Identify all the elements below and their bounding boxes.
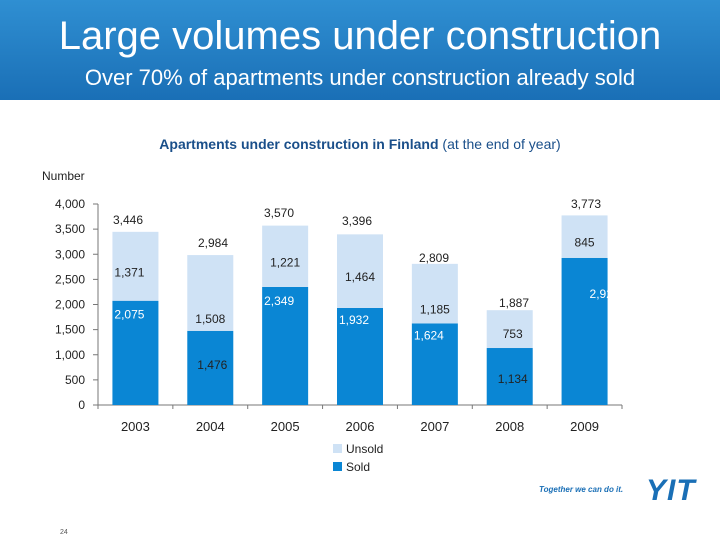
bar-sold-label: 2,349	[264, 294, 294, 308]
x-tick-label: 2009	[570, 419, 599, 434]
y-tick-label: 2,500	[55, 272, 85, 286]
y-tick-label: 1,500	[55, 323, 85, 337]
tagline: Together we can do it.	[539, 485, 624, 494]
chart-title: Apartments under construction in Finland…	[0, 136, 720, 152]
bar-unsold	[187, 255, 234, 331]
legend-label-unsold: Unsold	[346, 442, 383, 456]
bar-sold	[262, 286, 309, 405]
bar-unsold	[411, 263, 458, 324]
chart-title-bold: Apartments under construction in Finland	[159, 136, 439, 152]
bar-unsold-label: 753	[503, 327, 523, 341]
yit-logo: YIT	[646, 474, 696, 507]
bar-sold	[411, 323, 458, 405]
bar-unsold-label: 1,221	[270, 255, 300, 269]
bar-total-label: 3,446	[113, 213, 143, 227]
bar-unsold-label: 1,508	[195, 312, 225, 326]
y-tick-label: 3,500	[55, 222, 85, 236]
x-tick-label: 2007	[420, 419, 449, 434]
bar-sold	[112, 300, 159, 405]
bar-unsold	[337, 234, 383, 308]
bar-unsold-label: 845	[575, 236, 595, 250]
y-tick-label: 4,000	[55, 197, 85, 211]
bar-sold	[486, 348, 533, 405]
chart-title-rest: (at the end of year)	[442, 136, 561, 152]
header-banner: Large volumes under construction Over 70…	[0, 0, 720, 100]
bar-sold-label: 2,075	[114, 308, 144, 322]
bar-total-label: 2,984	[198, 236, 228, 250]
y-tick-label: 500	[65, 373, 85, 387]
bar-sold-label: 1,134	[498, 372, 528, 386]
bar-sold	[337, 307, 383, 405]
bar-unsold-label: 1,371	[114, 265, 144, 279]
legend-label-sold: Sold	[346, 460, 370, 474]
x-tick-label: 2005	[271, 419, 300, 434]
slide-subtitle: Over 70% of apartments under constructio…	[84, 65, 636, 90]
slide-title: Large volumes under construction	[58, 14, 662, 58]
bar-total-label: 2,809	[419, 251, 449, 265]
bar-unsold	[262, 225, 309, 287]
y-tick-label: 0	[78, 398, 85, 412]
bar-unsold-label: 1,464	[345, 270, 375, 284]
x-tick-label: 2003	[121, 419, 150, 434]
y-tick-label: 2,000	[55, 298, 85, 312]
bar-sold-label: 1,476	[197, 358, 227, 372]
x-tick-label: 2008	[495, 419, 524, 434]
bar-total-label: 3,396	[342, 214, 372, 228]
legend-swatch-unsold	[333, 444, 342, 453]
y-tick-label: 1,000	[55, 348, 85, 362]
y-axis-label: Number	[42, 169, 85, 183]
y-tick-label: 3,000	[55, 247, 85, 261]
x-tick-label: 2004	[196, 419, 225, 434]
bar-total-label: 3,773	[571, 197, 601, 211]
legend-swatch-sold	[333, 462, 342, 471]
bar-total-label: 1,887	[499, 296, 529, 310]
bar-unsold	[112, 231, 159, 301]
bar-sold-label: 1,624	[414, 328, 444, 342]
bar-sold	[561, 257, 608, 405]
bar-sold-label: 2,928	[590, 287, 620, 301]
bar-unsold-label: 1,185	[420, 302, 450, 316]
bar-sold	[187, 330, 234, 405]
x-tick-label: 2006	[346, 419, 375, 434]
bar-unsold	[561, 215, 608, 258]
bar-unsold	[486, 310, 533, 349]
bar-sold-label: 1,932	[339, 313, 369, 327]
bar-total-label: 3,570	[264, 206, 294, 220]
page-number: 24	[60, 529, 68, 536]
